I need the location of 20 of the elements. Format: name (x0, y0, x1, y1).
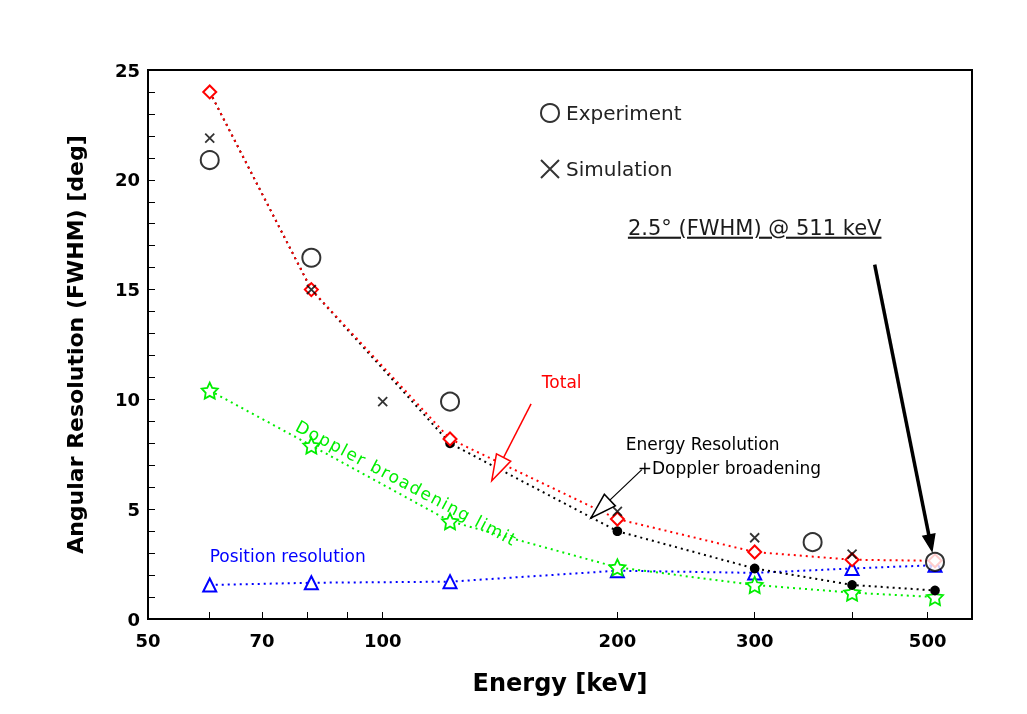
x-tick-label: 500 (908, 629, 947, 651)
x-tick-label: 200 (598, 629, 637, 651)
y-tick-label: 5 (127, 498, 140, 520)
legend-label: Simulation (566, 157, 673, 181)
x-tick-label: 50 (135, 629, 161, 651)
y-tick-label: 0 (127, 608, 140, 630)
y-tick-label: 10 (114, 388, 140, 410)
text: Total (540, 372, 582, 393)
x-tick-label: 70 (249, 629, 275, 651)
x-tick-label: 300 (735, 629, 774, 651)
y-tick-label: 20 (114, 169, 140, 191)
text: Energy Resolution +Doppler broadening (625, 433, 822, 478)
annotation: 2.5° (FWHM) @ 511 keV (627, 215, 883, 240)
legend-label: Experiment (566, 101, 682, 125)
x-axis-title: Energy [keV] (472, 669, 648, 697)
y-tick-label: 25 (114, 59, 140, 81)
y-tick-label: 15 (114, 279, 140, 301)
y-axis-title: Angular Resolution (FWHM) [deg] (62, 135, 88, 554)
series-label: Position resolution (209, 545, 366, 566)
x-tick-label: 100 (363, 629, 402, 651)
